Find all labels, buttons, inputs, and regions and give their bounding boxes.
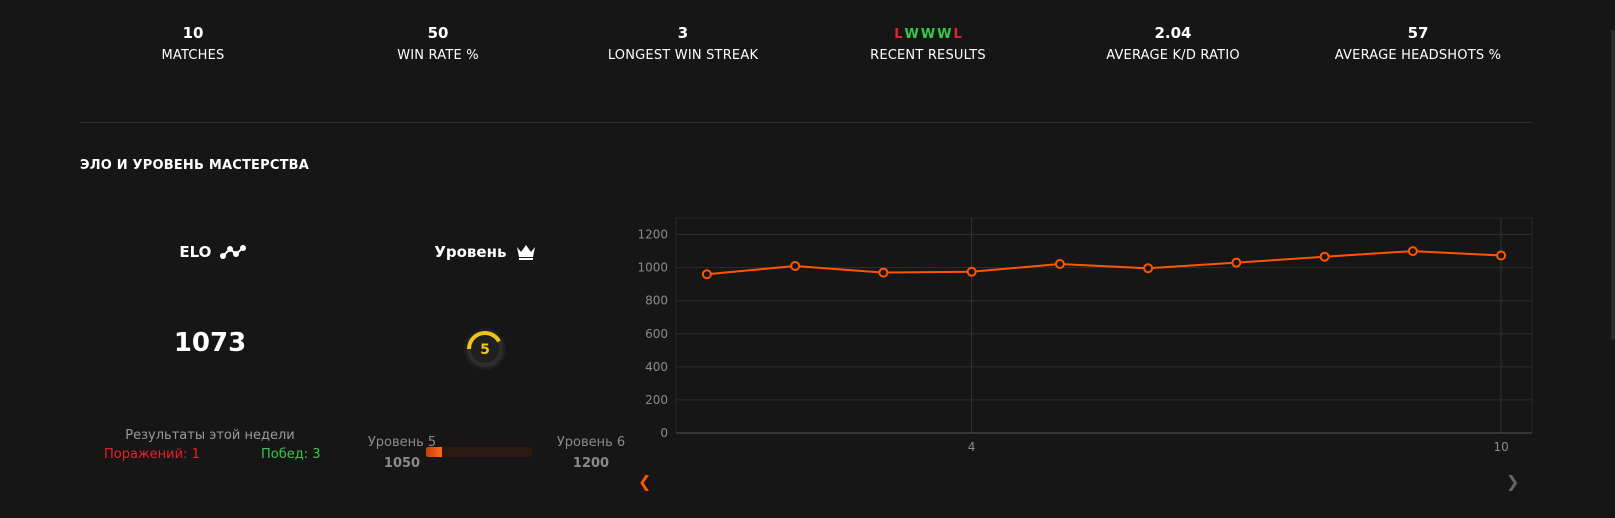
crown-icon	[516, 245, 535, 260]
level-number: 5	[480, 342, 490, 358]
level-heading: Уровень	[420, 243, 550, 261]
stat-label: AVERAGE HEADSHOTS %	[1334, 48, 1502, 63]
stat-matches: 10 MATCHES	[73, 24, 313, 63]
y-tick-label: 0	[660, 426, 668, 440]
x-tick-label: 4	[968, 440, 976, 454]
level-label: Уровень	[434, 243, 507, 261]
chart-next-button[interactable]: ❯	[1506, 472, 1520, 491]
stat-value: 50	[427, 24, 449, 42]
week-wins: Побед: 3	[261, 447, 321, 462]
skill-level-badge: 5	[464, 328, 506, 370]
elo-data-point	[878, 267, 889, 278]
stat-win-rate: 50 WIN RATE %	[318, 24, 558, 63]
level-progress-fill	[426, 447, 442, 457]
level-progress-bar	[426, 447, 532, 457]
x-tick-label: 10	[1493, 440, 1508, 454]
elo-series-line	[706, 250, 1502, 276]
elo-data-point	[1496, 250, 1507, 261]
elo-graph-icon	[219, 245, 246, 259]
y-tick-label: 800	[645, 294, 668, 308]
week-losses: Поражений: 1	[104, 447, 200, 462]
y-tick-label: 400	[645, 360, 668, 374]
recent-result-loss: L	[953, 27, 962, 42]
stat-label: RECENT RESULTS	[870, 48, 986, 63]
y-tick-label: 600	[645, 327, 668, 341]
elo-data-point	[790, 260, 801, 271]
next-level-elo: 1200	[572, 456, 610, 471]
stat-longest-win-streak: 3 LONGEST WIN STREAK	[563, 24, 803, 63]
recent-result-win: W	[937, 27, 952, 42]
stat-value: 2.04	[1154, 24, 1192, 42]
stat-value: 57	[1407, 24, 1429, 42]
elo-data-point	[1054, 258, 1065, 269]
chart-prev-button[interactable]: ❮	[638, 472, 652, 491]
elo-label: ELO	[179, 243, 212, 261]
stat-label: WIN RATE %	[397, 48, 479, 63]
elo-history-chart: 0 200 400 600 800 1000 1200 4 10	[637, 217, 1533, 454]
y-tick-label: 1000	[637, 261, 668, 275]
stat-average-kd: 2.04 AVERAGE K/D RATIO	[1053, 24, 1293, 63]
recent-result-loss: L	[894, 27, 903, 42]
divider	[80, 122, 1533, 123]
stat-value: 10	[182, 24, 204, 42]
stat-label: MATCHES	[161, 48, 225, 63]
elo-data-point	[966, 266, 977, 277]
elo-data-point	[1407, 246, 1418, 257]
scrollbar[interactable]	[1611, 30, 1615, 340]
current-level-label: Уровень 5	[367, 435, 437, 450]
elo-heading: ELO	[158, 243, 268, 261]
stat-label: AVERAGE K/D RATIO	[1106, 48, 1240, 63]
y-tick-label: 1200	[637, 228, 668, 242]
elo-value: 1073	[173, 328, 247, 358]
level-progress-arc	[467, 331, 503, 367]
week-results-title: Результаты этой недели	[125, 428, 295, 443]
recent-result-win: W	[904, 27, 919, 42]
elo-data-point	[1231, 257, 1242, 268]
next-level-label: Уровень 6	[556, 435, 626, 450]
stats-bar: 10 MATCHES 50 WIN RATE % 3 LONGEST WIN S…	[0, 0, 1615, 120]
plot-area	[675, 217, 1533, 434]
elo-data-point	[1319, 251, 1330, 262]
recent-result-win: W	[920, 27, 936, 42]
stat-label: LONGEST WIN STREAK	[607, 48, 759, 63]
stat-value: 3	[677, 24, 689, 42]
elo-data-point	[1143, 263, 1154, 274]
section-title: ЭЛО И УРОВЕНЬ МАСТЕРСТВА	[80, 158, 310, 173]
elo-data-point	[701, 269, 712, 280]
stat-average-headshots: 57 AVERAGE HEADSHOTS %	[1298, 24, 1538, 63]
y-tick-label: 200	[645, 393, 668, 407]
current-level-elo: 1050	[383, 456, 421, 471]
